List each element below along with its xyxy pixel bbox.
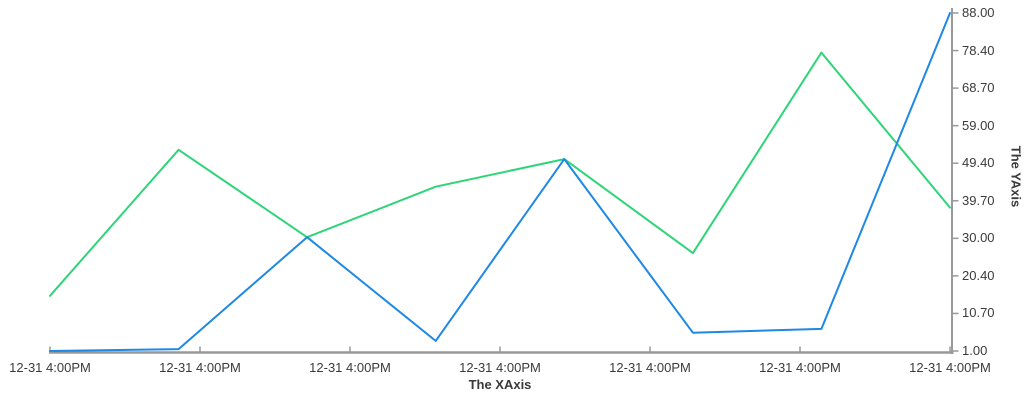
- x-tick-label: 12-31 4:00PM: [9, 360, 91, 375]
- y-tick-label: 59.00: [962, 117, 995, 133]
- x-axis: [49, 346, 954, 354]
- y-tick-label: 10.70: [962, 305, 995, 321]
- x-tick-label: 12-31 4:00PM: [159, 360, 241, 375]
- x-tick-label: 12-31 4:00PM: [759, 360, 841, 375]
- blue-series-line[interactable]: [49, 12, 951, 352]
- x-tick-label: 12-31 4:00PM: [909, 360, 991, 375]
- x-axis-title: The XAxis: [468, 377, 532, 392]
- x-tick-label: 12-31 4:00PM: [609, 360, 691, 375]
- y-tick-label: 49.40: [962, 155, 995, 171]
- y-tick-label: 1.00: [962, 343, 988, 358]
- x-tick-label: 12-31 4:00PM: [309, 360, 391, 375]
- y-tick-label: 39.70: [962, 192, 995, 208]
- y-tick-label: 78.40: [962, 42, 995, 58]
- y-tick-label: 88.00: [962, 5, 995, 20]
- y-tick-label: 20.40: [962, 267, 995, 283]
- x-tick-label: 12-31 4:00PM: [459, 360, 541, 375]
- y-axis-title: The YAxis: [1008, 145, 1024, 208]
- green-series-line[interactable]: [49, 51, 951, 297]
- y-tick-label: 68.70: [962, 80, 995, 96]
- y-tick-label: 30.00: [962, 230, 995, 246]
- y-axis: [951, 8, 959, 354]
